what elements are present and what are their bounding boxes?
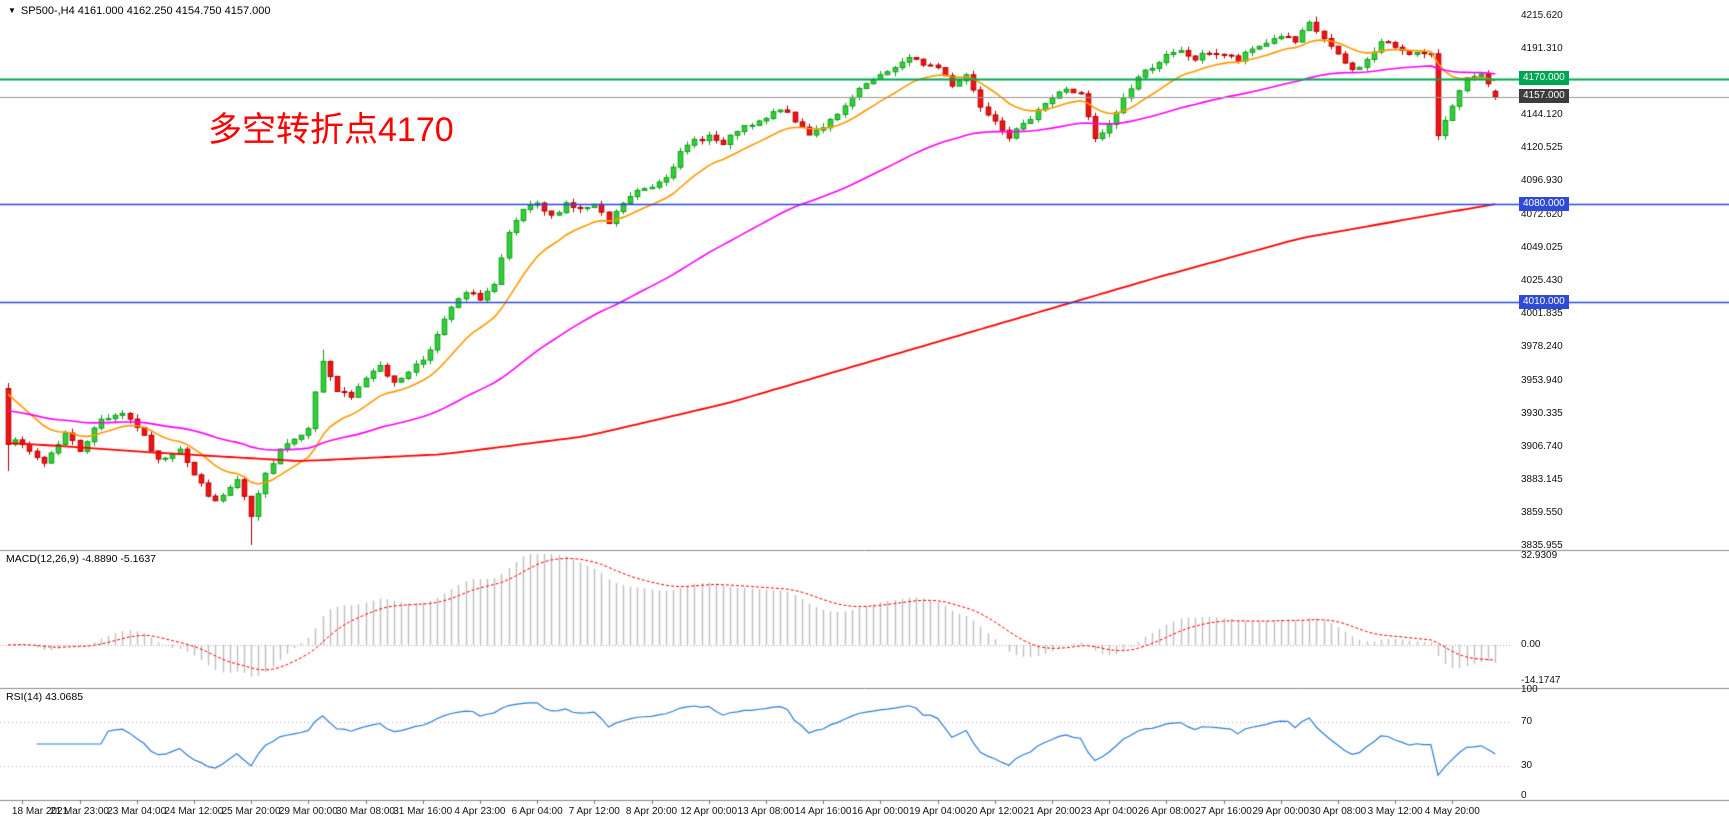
price-line-badge-4080[interactable]: 4080.000: [1519, 196, 1569, 211]
price-tick-label: 3835.955: [1521, 539, 1563, 551]
time-axis-label: 27 Apr 16:00: [1195, 806, 1252, 817]
rsi-axis-label: 100: [1521, 684, 1538, 695]
price-tick-label: 3859.550: [1521, 506, 1563, 518]
time-axis-label: 14 Apr 16:00: [794, 806, 852, 817]
price-tick-label: 4096.930: [1521, 175, 1563, 187]
time-axis-label: 26 Apr 08:00: [1137, 806, 1195, 817]
symbol-dropdown-icon[interactable]: ▼: [8, 6, 16, 15]
rsi-axis-label: 0: [1521, 790, 1527, 801]
time-axis-label: 12 Apr 00:00: [680, 806, 738, 817]
time-axis-label: 30 Mar 08:00: [336, 806, 395, 817]
price-line-badge-4157: 4157.000: [1519, 89, 1569, 104]
price-line-badge-4010[interactable]: 4010.000: [1519, 294, 1569, 309]
price-tick-label: 4049.025: [1521, 242, 1563, 254]
time-axis-label: 23 Apr 04:00: [1080, 806, 1138, 817]
time-axis-label: 3 May 12:00: [1367, 806, 1423, 817]
time-axis-label: 18 Mar 2021: [11, 806, 69, 817]
time-axis-label: 25 Mar 20:00: [221, 806, 281, 817]
time-axis-label: 4 Apr 23:00: [454, 806, 506, 817]
price-tick-label: 4001.835: [1521, 307, 1563, 319]
price-tick-label: 4072.620: [1521, 209, 1563, 221]
price-tick-label: 4120.525: [1521, 142, 1563, 154]
price-tick-label: 3883.145: [1521, 473, 1563, 485]
time-axis-label: 13 Apr 08:00: [737, 806, 795, 817]
time-axis-label: 30 Apr 08:00: [1309, 806, 1367, 817]
rsi-axis-label: 70: [1521, 716, 1533, 728]
macd-axis-label: 32.9309: [1521, 550, 1558, 561]
macd-indicator-label: MACD(12,26,9) -4.8890 -5.1637: [6, 553, 156, 565]
time-axis-label: 16 Apr 00:00: [851, 806, 909, 817]
price-tick-label: 4025.430: [1521, 274, 1563, 286]
chart-annotation: 多空转折点4170: [208, 111, 454, 149]
time-axis-label: 21 Mar 23:00: [50, 806, 109, 817]
time-axis-label: 29 Mar 00:00: [278, 806, 338, 817]
chart-header: ▼ SP500-,H4 4161.000 4162.250 4154.750 41…: [8, 5, 270, 17]
price-tick-label: 3906.740: [1521, 440, 1563, 452]
time-axis-label: 20 Apr 12:00: [966, 806, 1024, 817]
macd-axis-label: 0.00: [1521, 638, 1541, 650]
time-axis-label: 31 Mar 16:00: [393, 806, 453, 817]
time-axis-label: 7 Apr 12:00: [568, 806, 620, 817]
price-tick-label: 4191.310: [1521, 43, 1563, 55]
price-tick-label: 4144.120: [1521, 109, 1563, 121]
time-axis-label: 19 Apr 04:00: [909, 806, 966, 817]
price-tick-label: 3930.335: [1521, 407, 1563, 419]
price-tick-label: 4215.620: [1521, 9, 1563, 21]
rsi-indicator-label: RSI(14) 43.0685: [6, 691, 84, 703]
rsi-axis-label: 30: [1521, 759, 1533, 771]
time-axis-label: 6 Apr 04:00: [511, 806, 563, 817]
time-axis-label: 24 Mar 12:00: [164, 806, 224, 817]
time-axis-label: 29 Apr 00:00: [1252, 806, 1310, 817]
macd-axis-label: -14.1747: [1521, 675, 1561, 686]
price-tick-label: 3978.240: [1521, 340, 1563, 352]
price-tick-label: 3953.940: [1521, 374, 1563, 386]
price-line-badge-4170[interactable]: 4170.000: [1519, 71, 1569, 86]
time-axis-label: 21 Apr 20:00: [1023, 806, 1081, 817]
time-axis-label: 8 Apr 20:00: [625, 806, 678, 817]
symbol-ohlc-line: SP500-,H4 4161.000 4162.250 4154.750 415…: [20, 5, 271, 17]
time-axis-label: 4 May 20:00: [1424, 806, 1480, 817]
time-axis-label: 23 Mar 04:00: [107, 806, 167, 817]
